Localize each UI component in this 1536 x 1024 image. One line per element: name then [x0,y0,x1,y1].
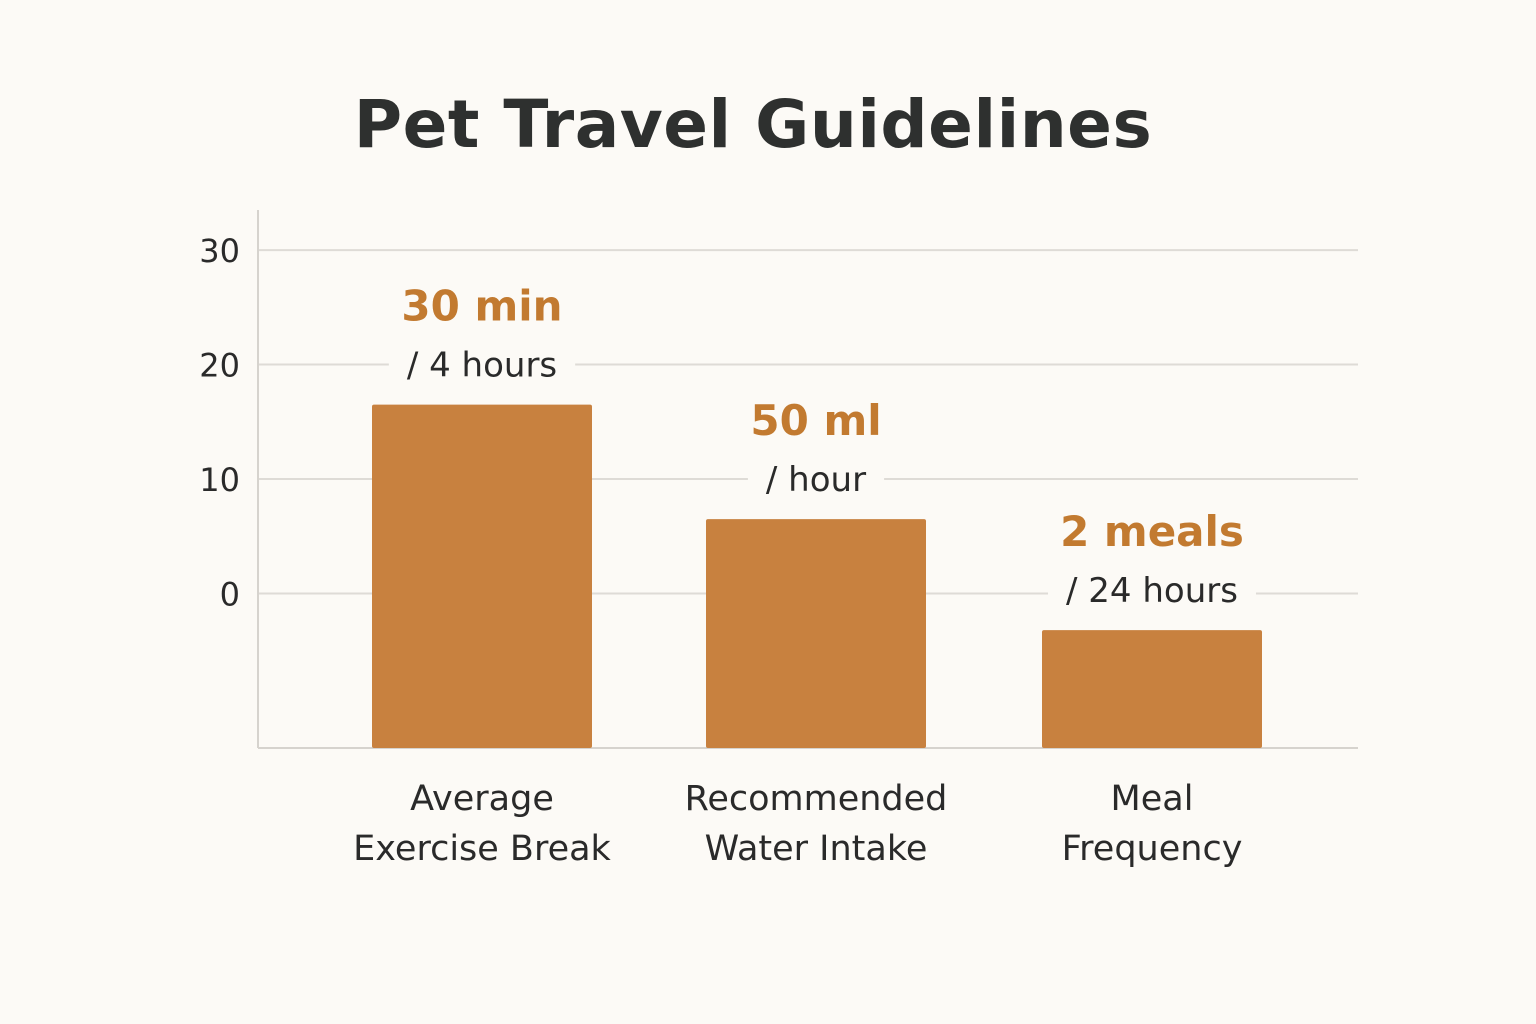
category-label-line: Frequency [1062,829,1243,869]
data-label-mask [388,341,576,390]
category-label: Average Exercise Break [353,779,611,869]
category-label-line: Water Intake [705,829,928,869]
bar [706,519,926,748]
bar [1042,630,1262,748]
y-tick-label: 0 [220,575,240,613]
data-label-mask [1048,567,1256,616]
y-tick-label: 30 [199,232,240,270]
data-label-mask [747,456,885,505]
category-label-line: Meal [1111,779,1194,819]
category-label: Recommended Water Intake [685,779,948,869]
y-tick-labels: 0 10 20 30 [199,232,240,613]
category-label-line: Recommended [685,779,948,819]
bar [372,404,592,748]
category-label: Meal Frequency [1062,779,1243,869]
chart-title: Pet Travel Guidelines [353,86,1153,163]
data-label-value: 50 ml [750,396,881,445]
y-tick-label: 20 [199,347,240,385]
y-tick-label: 10 [199,461,240,499]
data-label-unit: / 24 hours [1066,571,1238,611]
category-label-line: Exercise Break [353,829,611,869]
data-label-unit: / 4 hours [407,346,557,386]
data-label-unit: / hour [766,460,866,500]
data-label: 2 meals / 24 hours [1048,507,1256,616]
category-label-line: Average [410,779,554,819]
category-labels: Average Exercise Break Recommended Water In… [353,779,1242,869]
data-label-value: 2 meals [1060,507,1244,556]
data-labels: 30 min / 4 hours 50 ml / hour 2 meals / 24 ho… [388,282,1256,616]
data-label: 30 min / 4 hours [388,282,576,390]
data-label: 50 ml / hour [747,396,885,505]
bars [372,404,1262,748]
data-label-value: 30 min [401,282,562,331]
